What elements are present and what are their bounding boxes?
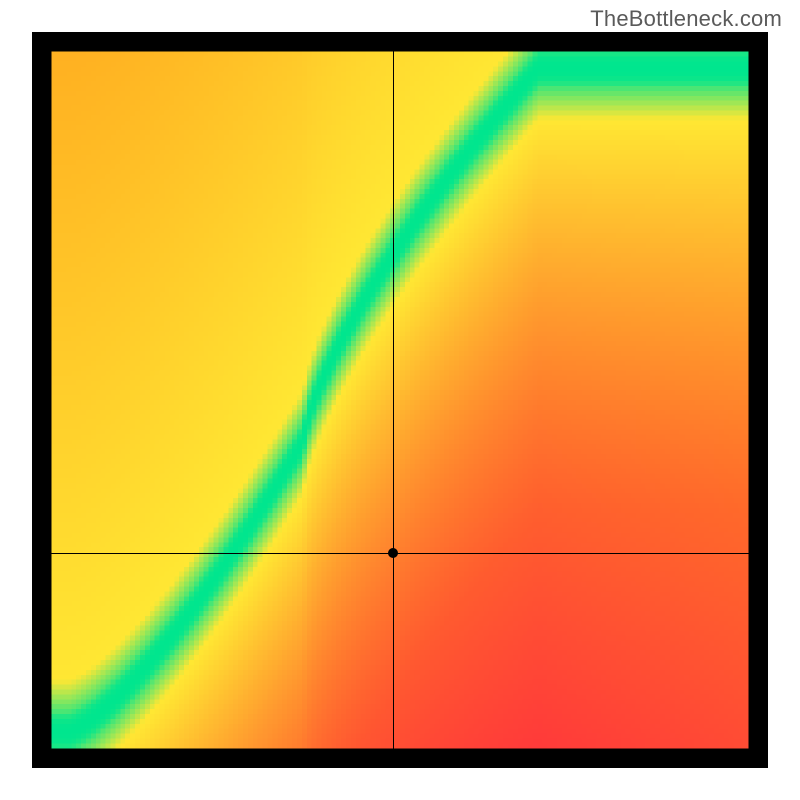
watermark-text: TheBottleneck.com bbox=[590, 6, 782, 32]
plot-area bbox=[32, 32, 768, 768]
heatmap-canvas bbox=[32, 32, 768, 768]
chart-container: TheBottleneck.com bbox=[0, 0, 800, 800]
marker-point bbox=[388, 548, 398, 558]
crosshair-horizontal bbox=[32, 553, 768, 554]
crosshair-vertical bbox=[393, 32, 394, 768]
